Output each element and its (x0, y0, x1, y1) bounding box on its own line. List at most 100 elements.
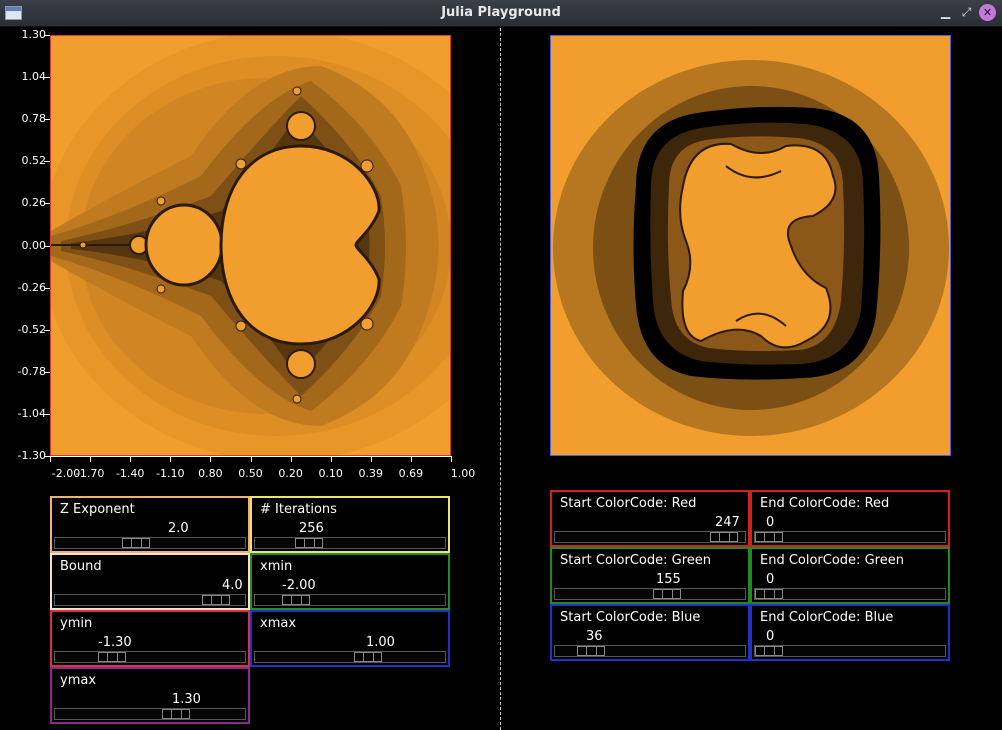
iterations-value: 256 (299, 521, 324, 536)
z-exponent-slider[interactable] (54, 537, 246, 549)
x-tick-mark (330, 456, 332, 462)
ymin-label: ymin (60, 616, 93, 631)
y-tick-mark (44, 371, 50, 373)
x-tick-mark (90, 456, 92, 462)
start-blue-slider[interactable] (554, 645, 746, 657)
start-red-label: Start ColorCode: Red (560, 496, 697, 511)
iterations-slider[interactable] (254, 537, 446, 549)
title-bar: Julia Playground ▁ ⤢ ✕ (0, 0, 1002, 27)
xmax-label: xmax (260, 616, 297, 631)
y-tick-label: -1.30 (17, 449, 46, 462)
end-blue-slider-handle[interactable] (755, 646, 783, 656)
x-tick-mark (370, 456, 372, 462)
ymin-value: -1.30 (98, 635, 132, 650)
start-blue-value: 36 (586, 629, 603, 644)
x-tick-mark (410, 456, 412, 462)
z-exponent-value: 2.0 (168, 521, 189, 536)
iterations-label: # Iterations (260, 502, 337, 517)
y-tick-mark (44, 329, 50, 331)
x-tick-mark (50, 456, 51, 462)
maximize-icon[interactable]: ⤢ (961, 5, 972, 19)
y-tick-label: 1.30 (21, 28, 47, 41)
y-tick-label: 0.52 (21, 154, 47, 168)
end-red-label: End ColorCode: Red (760, 496, 890, 511)
start-blue-slider-handle[interactable] (577, 646, 605, 656)
y-tick-label: -0.78 (17, 364, 46, 378)
julia-plot[interactable] (550, 35, 951, 456)
end-green-value: 0 (766, 572, 775, 587)
y-tick-label: 1.04 (21, 70, 47, 84)
xmax-value: 1.00 (366, 635, 395, 650)
z-exponent-slider-handle[interactable] (122, 538, 150, 548)
bound-slider[interactable] (54, 594, 246, 606)
start-green-value: 155 (656, 572, 681, 587)
x-tick-label: 0.80 (198, 467, 223, 480)
bound-value: 4.0 (222, 578, 243, 593)
panel-divider (500, 28, 501, 730)
y-tick-label: 0.00 (21, 238, 47, 252)
ymin-control: ymin -1.30 (50, 610, 250, 667)
start-red-control: Start ColorCode: Red 247 (550, 490, 750, 547)
y-tick-mark (44, 77, 50, 79)
x-tick-mark (250, 456, 252, 462)
x-tick-mark (451, 456, 452, 462)
x-tick-label: 1.00 (450, 467, 476, 480)
end-blue-label: End ColorCode: Blue (760, 610, 894, 625)
x-tick-label: -2.00 (51, 467, 81, 480)
minimize-icon[interactable]: ▁ (940, 5, 951, 19)
y-tick-mark (44, 245, 50, 247)
start-red-slider-handle[interactable] (710, 532, 738, 542)
x-tick-label: 0.39 (358, 467, 384, 480)
ymin-slider[interactable] (54, 651, 246, 663)
x-tick-label: -1.40 (115, 467, 145, 480)
x-tick-label: 0.69 (398, 467, 424, 480)
xmax-slider-handle[interactable] (354, 652, 382, 662)
x-tick-mark (170, 456, 172, 462)
close-icon[interactable]: ✕ (979, 4, 996, 21)
end-blue-slider[interactable] (754, 645, 946, 657)
ymin-slider-handle[interactable] (98, 652, 126, 662)
ymax-slider-handle[interactable] (162, 709, 190, 719)
mandelbrot-plot[interactable] (50, 35, 451, 456)
xmin-slider[interactable] (254, 594, 446, 606)
end-green-slider[interactable] (754, 588, 946, 600)
xmin-control: xmin -2.00 (250, 553, 450, 610)
x-tick-label: 0.10 (318, 467, 343, 480)
y-tick-label: -0.26 (17, 280, 46, 294)
mandelbrot-y-axis: 1.30 1.04 0.78 0.52 0.26 0.00 -0.26 -0.52 -0.78 -… (0, 28, 50, 462)
x-tick-label: 0.20 (278, 467, 303, 480)
x-tick-label: 0.50 (238, 467, 263, 480)
ymax-slider[interactable] (54, 708, 246, 720)
x-tick-label: -1.70 (75, 467, 105, 480)
iterations-slider-handle[interactable] (295, 538, 323, 548)
bound-label: Bound (60, 559, 102, 574)
start-red-slider[interactable] (554, 531, 746, 543)
end-red-value: 0 (766, 515, 775, 530)
end-green-slider-handle[interactable] (755, 589, 783, 599)
x-tick-mark (290, 456, 292, 462)
app-icon (5, 6, 22, 20)
y-tick-label: -0.52 (17, 322, 46, 336)
x-tick-label: -1.10 (156, 467, 185, 480)
y-tick-mark (44, 203, 50, 205)
start-green-slider[interactable] (554, 588, 746, 600)
end-blue-value: 0 (766, 629, 775, 644)
start-green-slider-handle[interactable] (653, 589, 681, 599)
xmin-label: xmin (260, 559, 293, 574)
iterations-control: # Iterations 256 (250, 496, 450, 553)
y-tick-mark (44, 456, 50, 457)
y-tick-mark (44, 119, 50, 121)
end-blue-control: End ColorCode: Blue 0 (750, 604, 950, 661)
x-tick-mark (210, 456, 212, 462)
end-red-slider-handle[interactable] (755, 532, 783, 542)
z-exponent-control: Z Exponent 2.0 (50, 496, 250, 553)
start-blue-label: Start ColorCode: Blue (560, 610, 701, 625)
xmax-slider[interactable] (254, 651, 446, 663)
end-green-label: End ColorCode: Green (760, 553, 904, 568)
end-red-slider[interactable] (754, 531, 946, 543)
ymax-value: 1.30 (172, 692, 201, 707)
y-tick-label: -1.04 (17, 406, 46, 420)
bound-slider-handle[interactable] (202, 595, 230, 605)
xmin-slider-handle[interactable] (282, 595, 310, 605)
start-red-value: 247 (715, 515, 740, 530)
